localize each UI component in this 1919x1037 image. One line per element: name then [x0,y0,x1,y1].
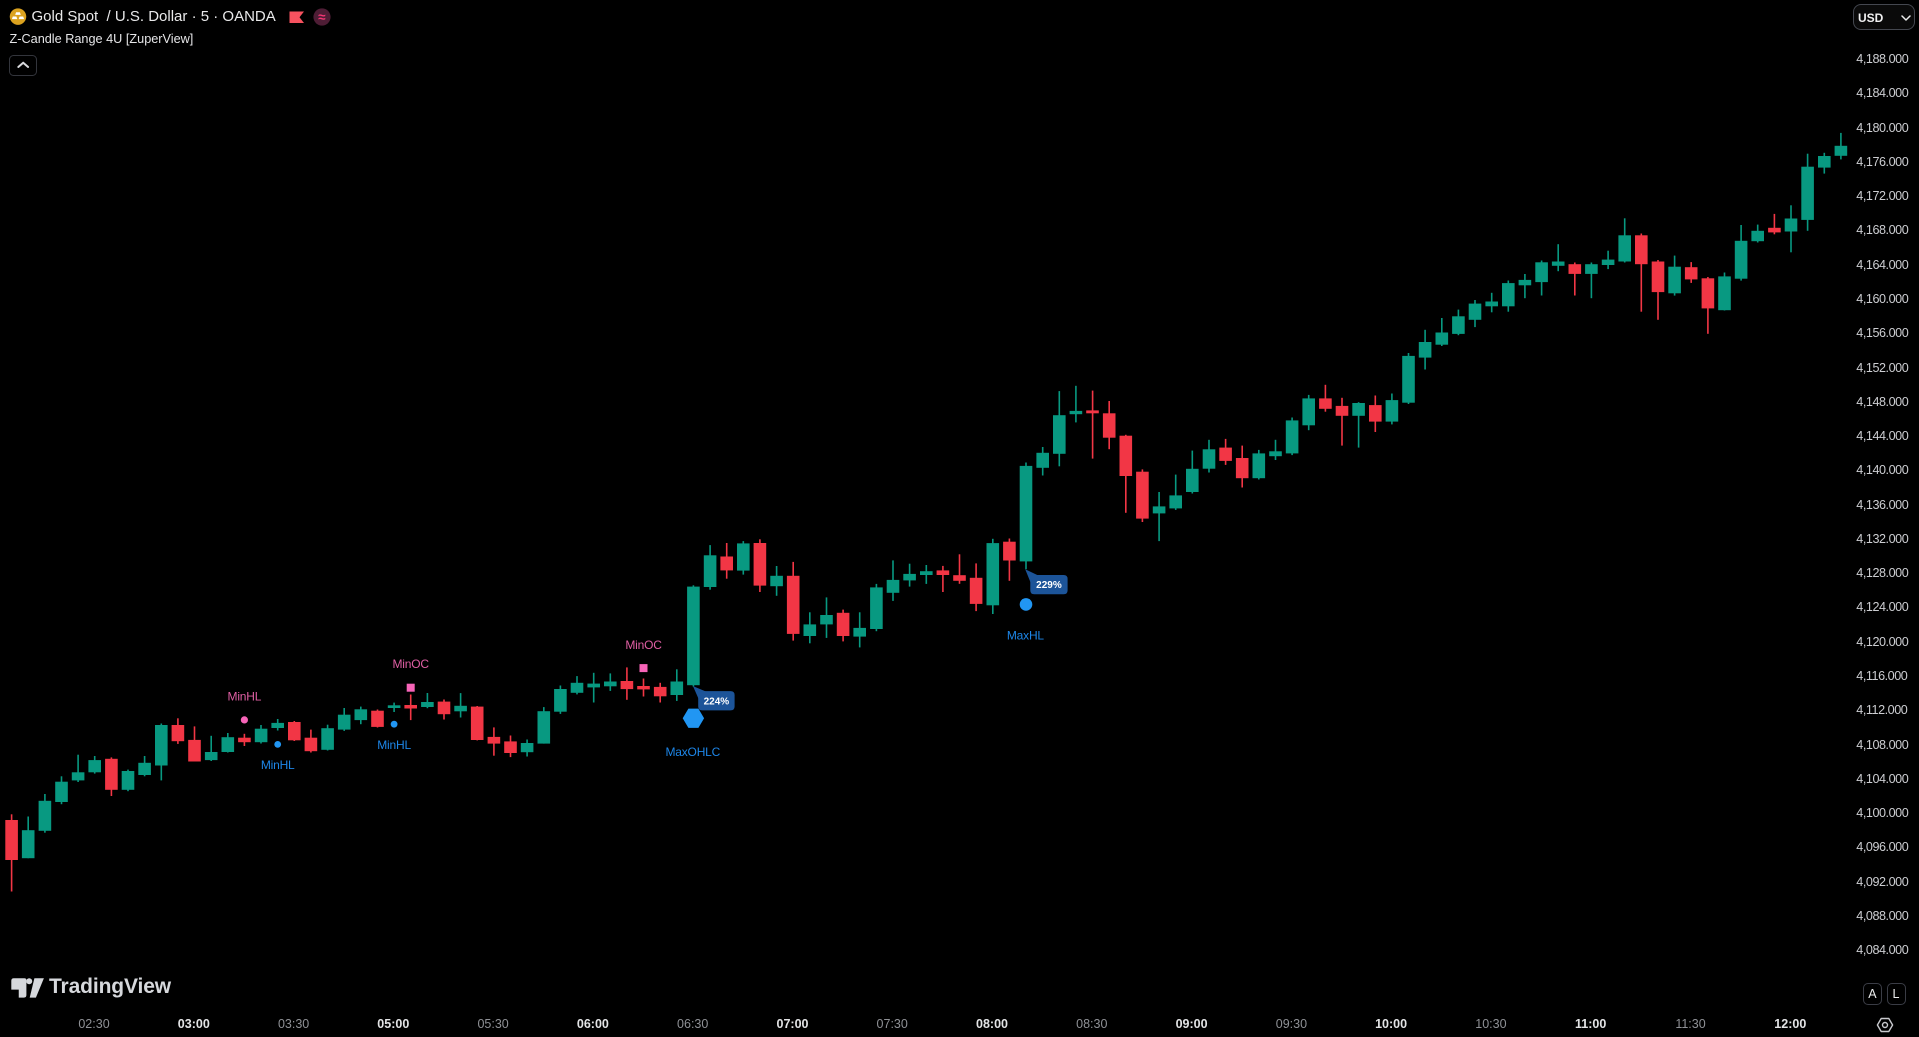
svg-text:224%: 224% [704,696,730,707]
svg-text:229%: 229% [1036,580,1062,591]
svg-text:MinHL: MinHL [228,689,262,703]
svg-text:MaxOHLC: MaxOHLC [665,745,720,759]
svg-text:MinHL: MinHL [261,758,295,772]
svg-text:MinHL: MinHL [377,738,411,752]
svg-text:MaxHL: MaxHL [1007,629,1045,643]
svg-text:≈: ≈ [318,10,326,25]
svg-text:MinOC: MinOC [625,638,662,652]
svg-text:MinOC: MinOC [393,657,430,671]
